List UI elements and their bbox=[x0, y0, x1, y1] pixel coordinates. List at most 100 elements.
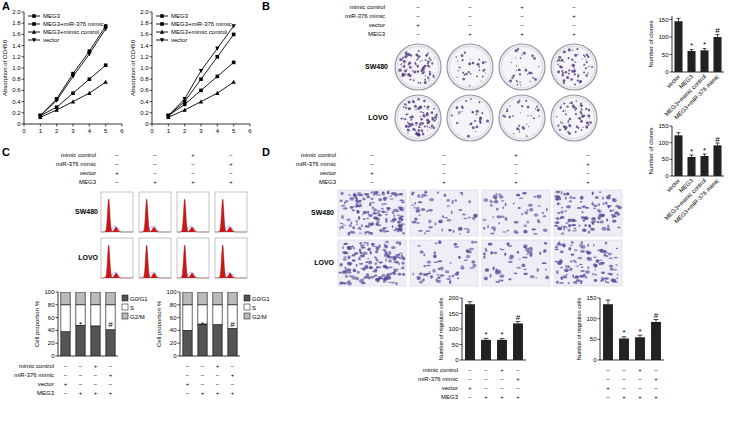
colony bbox=[436, 119, 437, 120]
migrated-cell bbox=[454, 199, 457, 201]
migrated-cell bbox=[386, 207, 391, 208]
migrated-cell bbox=[560, 276, 563, 280]
colony bbox=[570, 78, 573, 81]
series-marker bbox=[183, 97, 187, 101]
migrated-cell bbox=[471, 241, 474, 244]
colony bbox=[477, 63, 480, 66]
colony bbox=[431, 111, 434, 114]
y-axis-title: Number of clones bbox=[648, 127, 654, 174]
colony bbox=[518, 69, 521, 72]
migrated-cell bbox=[417, 194, 420, 198]
colony bbox=[538, 115, 540, 117]
colony bbox=[464, 52, 466, 54]
y-tick bbox=[22, 79, 25, 80]
migrated-cell bbox=[393, 229, 396, 231]
migrated-cell bbox=[568, 229, 571, 232]
colony bbox=[470, 98, 472, 100]
colony bbox=[432, 118, 435, 121]
migrated-cell bbox=[350, 206, 354, 209]
condition-cell: − bbox=[572, 4, 576, 10]
colony bbox=[504, 116, 506, 118]
migrated-cell bbox=[613, 269, 617, 271]
colony bbox=[422, 134, 424, 136]
transwell-field bbox=[410, 240, 478, 286]
colony bbox=[563, 51, 566, 54]
y-axis-title: Number of migration cells bbox=[438, 298, 444, 361]
condition-cell: − bbox=[201, 363, 205, 369]
colony bbox=[417, 70, 420, 73]
migrated-cell bbox=[559, 282, 564, 284]
migrated-cell bbox=[594, 279, 597, 282]
migrated-cell bbox=[539, 252, 541, 255]
migrated-cell bbox=[555, 198, 559, 200]
migrated-cell bbox=[483, 252, 486, 255]
colony bbox=[564, 61, 565, 62]
migrated-cell bbox=[607, 205, 612, 207]
colony bbox=[418, 129, 421, 132]
histogram-frame bbox=[177, 192, 209, 232]
legend-label: S bbox=[130, 305, 134, 311]
migrated-cell bbox=[423, 273, 425, 277]
migrated-cell bbox=[451, 210, 453, 214]
migrated-cell bbox=[488, 243, 493, 246]
migrated-cell bbox=[437, 274, 439, 276]
condition-cell: − bbox=[370, 161, 374, 167]
colony bbox=[562, 74, 564, 76]
migrated-cell bbox=[446, 278, 450, 280]
colony bbox=[412, 70, 414, 72]
error-bar bbox=[676, 133, 680, 136]
colony bbox=[528, 72, 531, 75]
migrated-cell bbox=[580, 196, 584, 200]
y-axis bbox=[58, 292, 59, 356]
colony bbox=[415, 109, 416, 110]
condition-cell: + bbox=[109, 390, 113, 396]
legend-label: MEG3+miR-376 mimic bbox=[43, 21, 104, 27]
migrated-cell bbox=[397, 225, 401, 226]
migrated-cell bbox=[616, 278, 618, 280]
condition-label: miR-376 mimic bbox=[296, 161, 336, 167]
colony bbox=[569, 102, 571, 104]
condition-cell: − bbox=[153, 161, 157, 167]
colony bbox=[408, 101, 411, 104]
migrated-cell bbox=[573, 197, 576, 199]
cell-line-label: LOVO bbox=[368, 114, 388, 121]
bar-segment bbox=[91, 292, 100, 305]
migrated-cell bbox=[375, 262, 377, 265]
y-tick bbox=[22, 112, 25, 113]
migrated-cell bbox=[461, 192, 463, 195]
migrated-cell bbox=[501, 279, 504, 281]
migrated-cell bbox=[398, 224, 403, 228]
colony bbox=[587, 73, 589, 75]
migrated-cell bbox=[359, 256, 361, 258]
migrated-cell bbox=[422, 279, 424, 282]
colony bbox=[412, 100, 414, 102]
y-tick bbox=[22, 90, 25, 91]
migrated-cell bbox=[367, 242, 369, 246]
histogram-peak bbox=[177, 245, 209, 278]
colony bbox=[482, 76, 484, 78]
migrated-cell bbox=[587, 257, 592, 261]
y-tick bbox=[150, 101, 153, 102]
migrated-cell bbox=[566, 205, 571, 208]
legend-swatch bbox=[122, 304, 128, 310]
migrated-cell bbox=[587, 244, 589, 248]
migrated-cell bbox=[493, 252, 497, 255]
migrated-cell bbox=[580, 281, 582, 285]
migrated-cell bbox=[574, 276, 579, 279]
dish-inner bbox=[398, 47, 439, 88]
migrated-cell bbox=[357, 228, 359, 229]
migrated-cell bbox=[442, 215, 444, 218]
migrated-cell bbox=[396, 214, 401, 216]
legend-marker bbox=[160, 14, 164, 18]
migrated-cell bbox=[489, 199, 492, 203]
migrated-cell bbox=[441, 268, 443, 270]
migrated-cell bbox=[452, 200, 454, 204]
histogram-peak bbox=[101, 245, 133, 278]
migrated-cell bbox=[383, 278, 387, 281]
y-tick-label: 80 bbox=[170, 302, 177, 308]
condition-label: miR-376 mimic bbox=[14, 372, 54, 378]
legend-label: MEG3 bbox=[171, 13, 189, 19]
colony bbox=[408, 63, 410, 65]
colony bbox=[433, 76, 435, 78]
colony bbox=[472, 126, 475, 129]
